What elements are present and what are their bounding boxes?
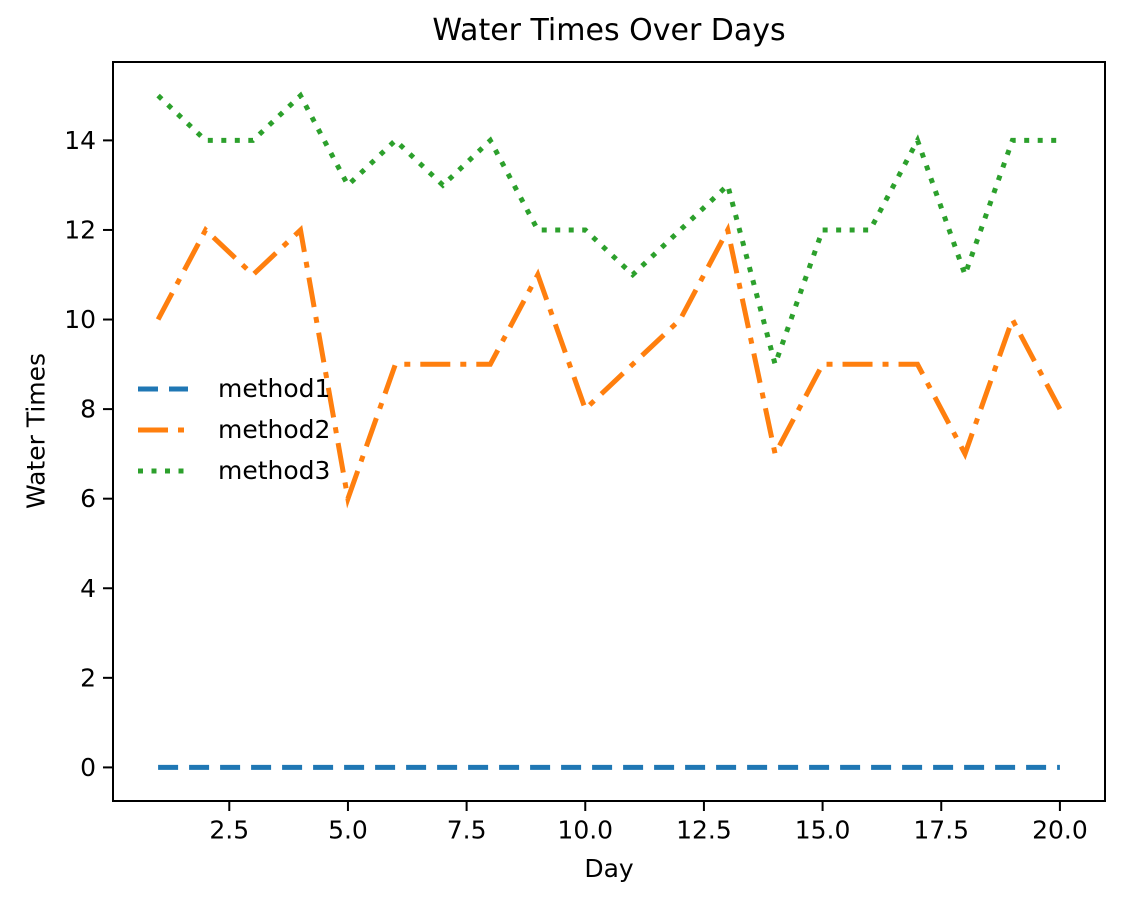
y-tick-label: 8 [80, 395, 96, 424]
legend-label-method3: method3 [218, 456, 331, 485]
legend-label-method2: method2 [218, 415, 331, 444]
y-tick-label: 14 [64, 126, 96, 155]
y-tick-label: 6 [80, 484, 96, 513]
legend-line-sample-method3 [138, 468, 188, 473]
series-line-method2 [155, 222, 1063, 509]
y-tick-label: 2 [80, 663, 96, 692]
y-tick-label: 4 [80, 574, 96, 603]
y-tick-label: 12 [64, 215, 96, 244]
x-axis-label: Day [584, 854, 634, 883]
legend-line-sample-method2 [138, 427, 188, 432]
x-tick-label: 10.0 [557, 815, 613, 844]
y-tick-label: 0 [80, 753, 96, 782]
legend-item-method1: method1 [138, 368, 330, 409]
x-tick-label: 12.5 [676, 815, 732, 844]
chart-title: Water Times Over Days [432, 13, 786, 48]
legend-line-sample-method1 [138, 386, 188, 391]
x-tick-label: 15.0 [795, 815, 851, 844]
x-tick-label: 17.5 [913, 815, 969, 844]
y-tick-label: 10 [64, 305, 96, 334]
plot-border [112, 61, 1106, 802]
legend-item-method2: method2 [138, 409, 330, 450]
x-tick-label: 7.5 [447, 815, 487, 844]
legend-item-method3: method3 [138, 450, 330, 491]
x-tick-label: 2.5 [209, 815, 249, 844]
legend: method1 method2 method3 [138, 368, 330, 491]
x-tick-label: 20.0 [1032, 815, 1088, 844]
y-axis-label: Water Times [21, 352, 51, 510]
x-tick-label: 5.0 [328, 815, 368, 844]
series-line-method3 [156, 91, 1060, 373]
legend-label-method1: method1 [218, 374, 331, 403]
